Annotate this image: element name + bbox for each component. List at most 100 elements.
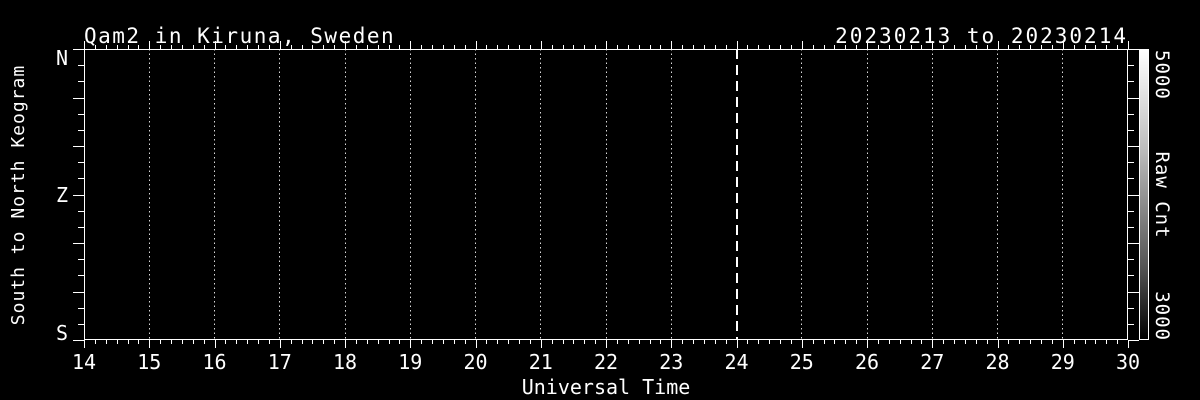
x-minor-tick bbox=[442, 45, 444, 49]
x-minor-tick bbox=[910, 45, 912, 49]
x-minor-tick bbox=[693, 45, 694, 49]
x-minor-tick bbox=[497, 340, 499, 344]
x-minor-tick bbox=[638, 45, 640, 49]
x-major-tick bbox=[410, 41, 412, 49]
x-tick-label-29: 29 bbox=[1050, 350, 1075, 374]
x-minor-tick bbox=[954, 45, 955, 49]
x-tick-label-26: 26 bbox=[854, 350, 880, 374]
x-minor-tick bbox=[638, 340, 640, 344]
x-minor-tick bbox=[181, 45, 183, 49]
x-minor-tick bbox=[366, 340, 368, 344]
gridline-hour-16 bbox=[214, 49, 215, 340]
gridline-hour-27 bbox=[931, 49, 933, 340]
x-minor-tick bbox=[856, 340, 858, 344]
x-minor-tick bbox=[508, 45, 510, 49]
x-minor-tick bbox=[1019, 340, 1021, 344]
x-major-tick bbox=[345, 340, 346, 348]
x-minor-tick bbox=[127, 340, 129, 344]
x-major-tick bbox=[671, 41, 673, 49]
x-minor-tick bbox=[323, 340, 325, 344]
y-major-tick bbox=[73, 97, 84, 99]
x-minor-tick bbox=[877, 45, 879, 49]
gridline-hour-20 bbox=[475, 49, 476, 340]
x-minor-tick bbox=[192, 45, 194, 49]
x-minor-tick bbox=[954, 340, 955, 344]
x-tick-label-23: 23 bbox=[659, 350, 684, 374]
x-minor-tick bbox=[551, 340, 553, 344]
x-minor-tick bbox=[649, 45, 651, 49]
x-minor-tick bbox=[616, 340, 618, 344]
x-major-tick bbox=[214, 41, 216, 49]
x-minor-tick bbox=[986, 340, 988, 344]
x-minor-tick bbox=[192, 340, 194, 344]
x-minor-tick bbox=[975, 45, 977, 49]
y-tick-label-S: S bbox=[55, 321, 68, 345]
x-minor-tick bbox=[1030, 45, 1032, 49]
x-minor-tick bbox=[823, 340, 825, 344]
y-minor-tick bbox=[78, 178, 84, 180]
x-minor-tick bbox=[703, 340, 705, 344]
gridline-hour-25 bbox=[801, 49, 803, 340]
x-minor-tick bbox=[812, 45, 814, 49]
x-minor-tick bbox=[845, 45, 847, 49]
x-minor-tick bbox=[888, 45, 890, 49]
x-major-tick bbox=[540, 41, 542, 49]
y-minor-tick bbox=[78, 275, 84, 277]
x-major-tick bbox=[410, 340, 412, 348]
x-minor-tick bbox=[921, 45, 923, 49]
x-tick-label-20: 20 bbox=[463, 350, 488, 374]
y-minor-tick bbox=[1128, 307, 1134, 309]
x-major-tick bbox=[867, 41, 868, 49]
x-minor-tick bbox=[616, 45, 618, 49]
x-major-tick bbox=[1062, 340, 1064, 348]
x-major-tick bbox=[801, 340, 803, 348]
x-minor-tick bbox=[127, 45, 129, 49]
x-minor-tick bbox=[1051, 45, 1053, 49]
x-major-tick bbox=[932, 41, 934, 49]
x-minor-tick bbox=[334, 45, 336, 49]
x-tick-label-30: 30 bbox=[1115, 350, 1141, 374]
x-minor-tick bbox=[377, 45, 379, 49]
x-minor-tick bbox=[508, 340, 510, 344]
x-major-tick bbox=[279, 340, 281, 348]
y-minor-tick bbox=[1128, 323, 1134, 325]
x-minor-tick bbox=[203, 340, 205, 344]
x-minor-tick bbox=[399, 340, 401, 344]
y-minor-tick bbox=[1128, 259, 1134, 261]
y-minor-tick bbox=[1128, 113, 1134, 115]
gridline-hour-29 bbox=[1062, 49, 1064, 340]
x-minor-tick bbox=[595, 45, 597, 49]
x-major-tick bbox=[149, 340, 151, 348]
y-minor-tick bbox=[1128, 81, 1134, 83]
plot-title: Qam2 in Kiruna, Sweden bbox=[84, 24, 396, 48]
date-range-label: 20230213 to 20230214 bbox=[835, 24, 1128, 48]
x-minor-tick bbox=[355, 340, 357, 344]
y-minor-tick bbox=[1128, 275, 1134, 277]
y-major-tick bbox=[73, 340, 84, 341]
gridline-hour-21 bbox=[540, 49, 542, 340]
x-minor-tick bbox=[181, 340, 183, 344]
x-minor-tick bbox=[497, 45, 499, 49]
gridline-hour-28 bbox=[997, 49, 998, 340]
y-major-tick bbox=[73, 243, 84, 244]
x-minor-tick bbox=[486, 340, 488, 344]
x-tick-label-27: 27 bbox=[920, 350, 945, 374]
x-minor-tick bbox=[1084, 45, 1086, 49]
y-tick-label-Z: Z bbox=[55, 182, 68, 207]
x-minor-tick bbox=[301, 45, 303, 49]
x-minor-tick bbox=[725, 45, 727, 49]
x-minor-tick bbox=[899, 340, 901, 344]
colorbar-gradient bbox=[1139, 49, 1149, 340]
x-major-tick bbox=[84, 41, 85, 49]
x-minor-tick bbox=[519, 340, 520, 344]
x-major-tick bbox=[279, 41, 281, 49]
x-minor-tick bbox=[562, 340, 564, 344]
x-minor-tick bbox=[421, 340, 423, 344]
x-minor-tick bbox=[355, 45, 357, 49]
y-minor-tick bbox=[1128, 226, 1134, 228]
x-minor-tick bbox=[725, 340, 727, 344]
x-minor-tick bbox=[1051, 340, 1053, 344]
x-minor-tick bbox=[1019, 45, 1021, 49]
x-minor-tick bbox=[432, 340, 433, 344]
y-major-tick bbox=[73, 194, 84, 196]
